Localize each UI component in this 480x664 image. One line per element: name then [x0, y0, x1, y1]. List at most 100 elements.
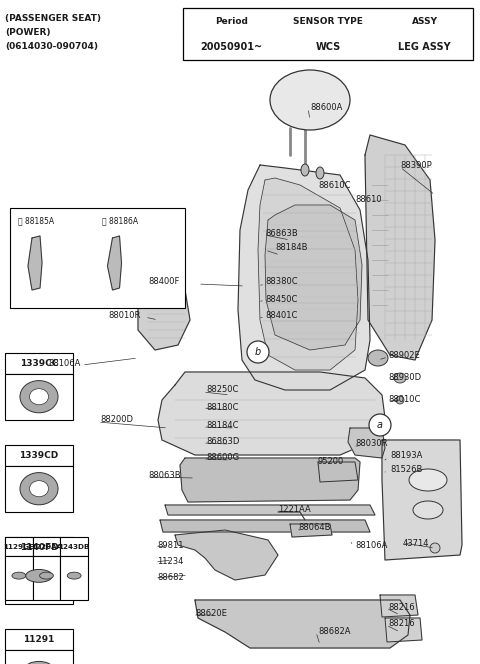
Text: 11291: 11291	[24, 635, 55, 643]
Ellipse shape	[316, 167, 324, 179]
Text: 88064B: 88064B	[298, 523, 331, 533]
Ellipse shape	[301, 164, 309, 176]
Bar	[5, 374, 73, 420]
Ellipse shape	[20, 473, 58, 505]
Text: 88600G: 88600G	[206, 454, 239, 463]
Polygon shape	[195, 600, 410, 648]
Text: 88930D: 88930D	[388, 373, 421, 382]
Text: 86863B: 86863B	[265, 228, 298, 238]
Ellipse shape	[25, 661, 52, 664]
Bar	[5, 353, 73, 374]
Text: WCS: WCS	[315, 42, 341, 52]
Polygon shape	[158, 372, 385, 455]
Polygon shape	[290, 524, 332, 537]
Bar	[5, 537, 73, 558]
Polygon shape	[265, 205, 362, 350]
Polygon shape	[382, 440, 462, 560]
Text: 88610C: 88610C	[318, 181, 350, 189]
Ellipse shape	[29, 388, 48, 405]
Ellipse shape	[270, 70, 350, 130]
Text: Period: Period	[215, 17, 248, 25]
Text: 88682: 88682	[157, 572, 184, 582]
Text: 1220AA: 1220AA	[31, 544, 62, 550]
Text: 88400F: 88400F	[148, 278, 180, 286]
Text: (PASSENGER SEAT): (PASSENGER SEAT)	[5, 14, 101, 23]
Text: 95200: 95200	[318, 457, 344, 467]
Text: 88450C: 88450C	[265, 295, 298, 303]
Polygon shape	[180, 458, 360, 502]
Text: ASSY: ASSY	[412, 17, 438, 25]
Text: 1243DB: 1243DB	[59, 544, 90, 550]
Polygon shape	[28, 236, 42, 290]
Ellipse shape	[368, 350, 388, 366]
Text: 86863D: 86863D	[206, 438, 240, 446]
Text: 88250C: 88250C	[206, 386, 239, 394]
Text: 88063B: 88063B	[148, 471, 180, 481]
Text: 88030R: 88030R	[355, 440, 387, 448]
Text: 1339CC: 1339CC	[20, 359, 58, 368]
Bar	[5, 556, 33, 600]
Text: (POWER): (POWER)	[5, 28, 50, 37]
Text: 89811: 89811	[157, 540, 183, 550]
Bar	[33, 537, 60, 556]
Polygon shape	[238, 165, 370, 390]
Text: 81526B: 81526B	[390, 465, 422, 475]
Text: 43714: 43714	[403, 539, 430, 548]
Text: 88184B: 88184B	[275, 244, 308, 252]
Text: 11234: 11234	[157, 556, 183, 566]
Polygon shape	[160, 520, 370, 532]
Text: 1339CD: 1339CD	[19, 451, 59, 459]
Ellipse shape	[247, 341, 269, 363]
Text: 88390P: 88390P	[400, 161, 432, 169]
Bar	[5, 445, 73, 465]
Text: 88401C: 88401C	[265, 311, 298, 321]
Text: 88200D: 88200D	[100, 416, 133, 424]
Polygon shape	[318, 462, 358, 482]
Ellipse shape	[369, 414, 391, 436]
Text: a: a	[377, 420, 383, 430]
Text: LEG ASSY: LEG ASSY	[398, 42, 451, 52]
Bar	[5, 537, 33, 556]
Text: 88010R: 88010R	[108, 311, 140, 319]
Ellipse shape	[394, 373, 406, 383]
Ellipse shape	[396, 396, 404, 404]
Text: 88184C: 88184C	[206, 420, 239, 430]
Text: 1129GE: 1129GE	[3, 544, 35, 550]
Bar	[5, 649, 73, 664]
Polygon shape	[175, 530, 278, 580]
Text: 1140FD: 1140FD	[20, 542, 58, 552]
Text: SENSOR TYPE: SENSOR TYPE	[293, 17, 363, 25]
Text: 88216: 88216	[388, 620, 415, 629]
Text: 88610: 88610	[355, 195, 382, 205]
Ellipse shape	[29, 481, 48, 497]
Polygon shape	[380, 595, 418, 617]
Text: Ⓐ 88185A: Ⓐ 88185A	[18, 216, 54, 225]
Bar	[183, 8, 473, 60]
Bar	[10, 208, 185, 308]
Text: 88380C: 88380C	[265, 278, 298, 286]
Polygon shape	[138, 278, 190, 350]
Bar	[5, 465, 73, 512]
Ellipse shape	[12, 572, 26, 579]
Text: 20050901~: 20050901~	[200, 42, 263, 52]
Text: 88600A: 88600A	[310, 104, 342, 112]
Text: 1221AA: 1221AA	[278, 505, 311, 515]
Text: 88106A: 88106A	[48, 359, 80, 367]
Text: 88010C: 88010C	[388, 396, 420, 404]
Text: 88902E: 88902E	[388, 351, 420, 359]
Text: 88620E: 88620E	[195, 610, 227, 618]
Bar	[60, 537, 88, 556]
Text: 88106A: 88106A	[355, 540, 387, 550]
Text: 88180C: 88180C	[206, 404, 239, 412]
Ellipse shape	[409, 469, 447, 491]
Bar	[5, 629, 73, 649]
Ellipse shape	[39, 572, 53, 579]
Text: Ⓑ 88186A: Ⓑ 88186A	[103, 216, 139, 225]
Polygon shape	[348, 428, 385, 458]
Polygon shape	[365, 135, 435, 360]
Polygon shape	[385, 618, 422, 642]
Ellipse shape	[67, 572, 81, 579]
Bar	[60, 556, 88, 600]
Text: 88216: 88216	[388, 602, 415, 612]
Bar	[5, 558, 73, 604]
